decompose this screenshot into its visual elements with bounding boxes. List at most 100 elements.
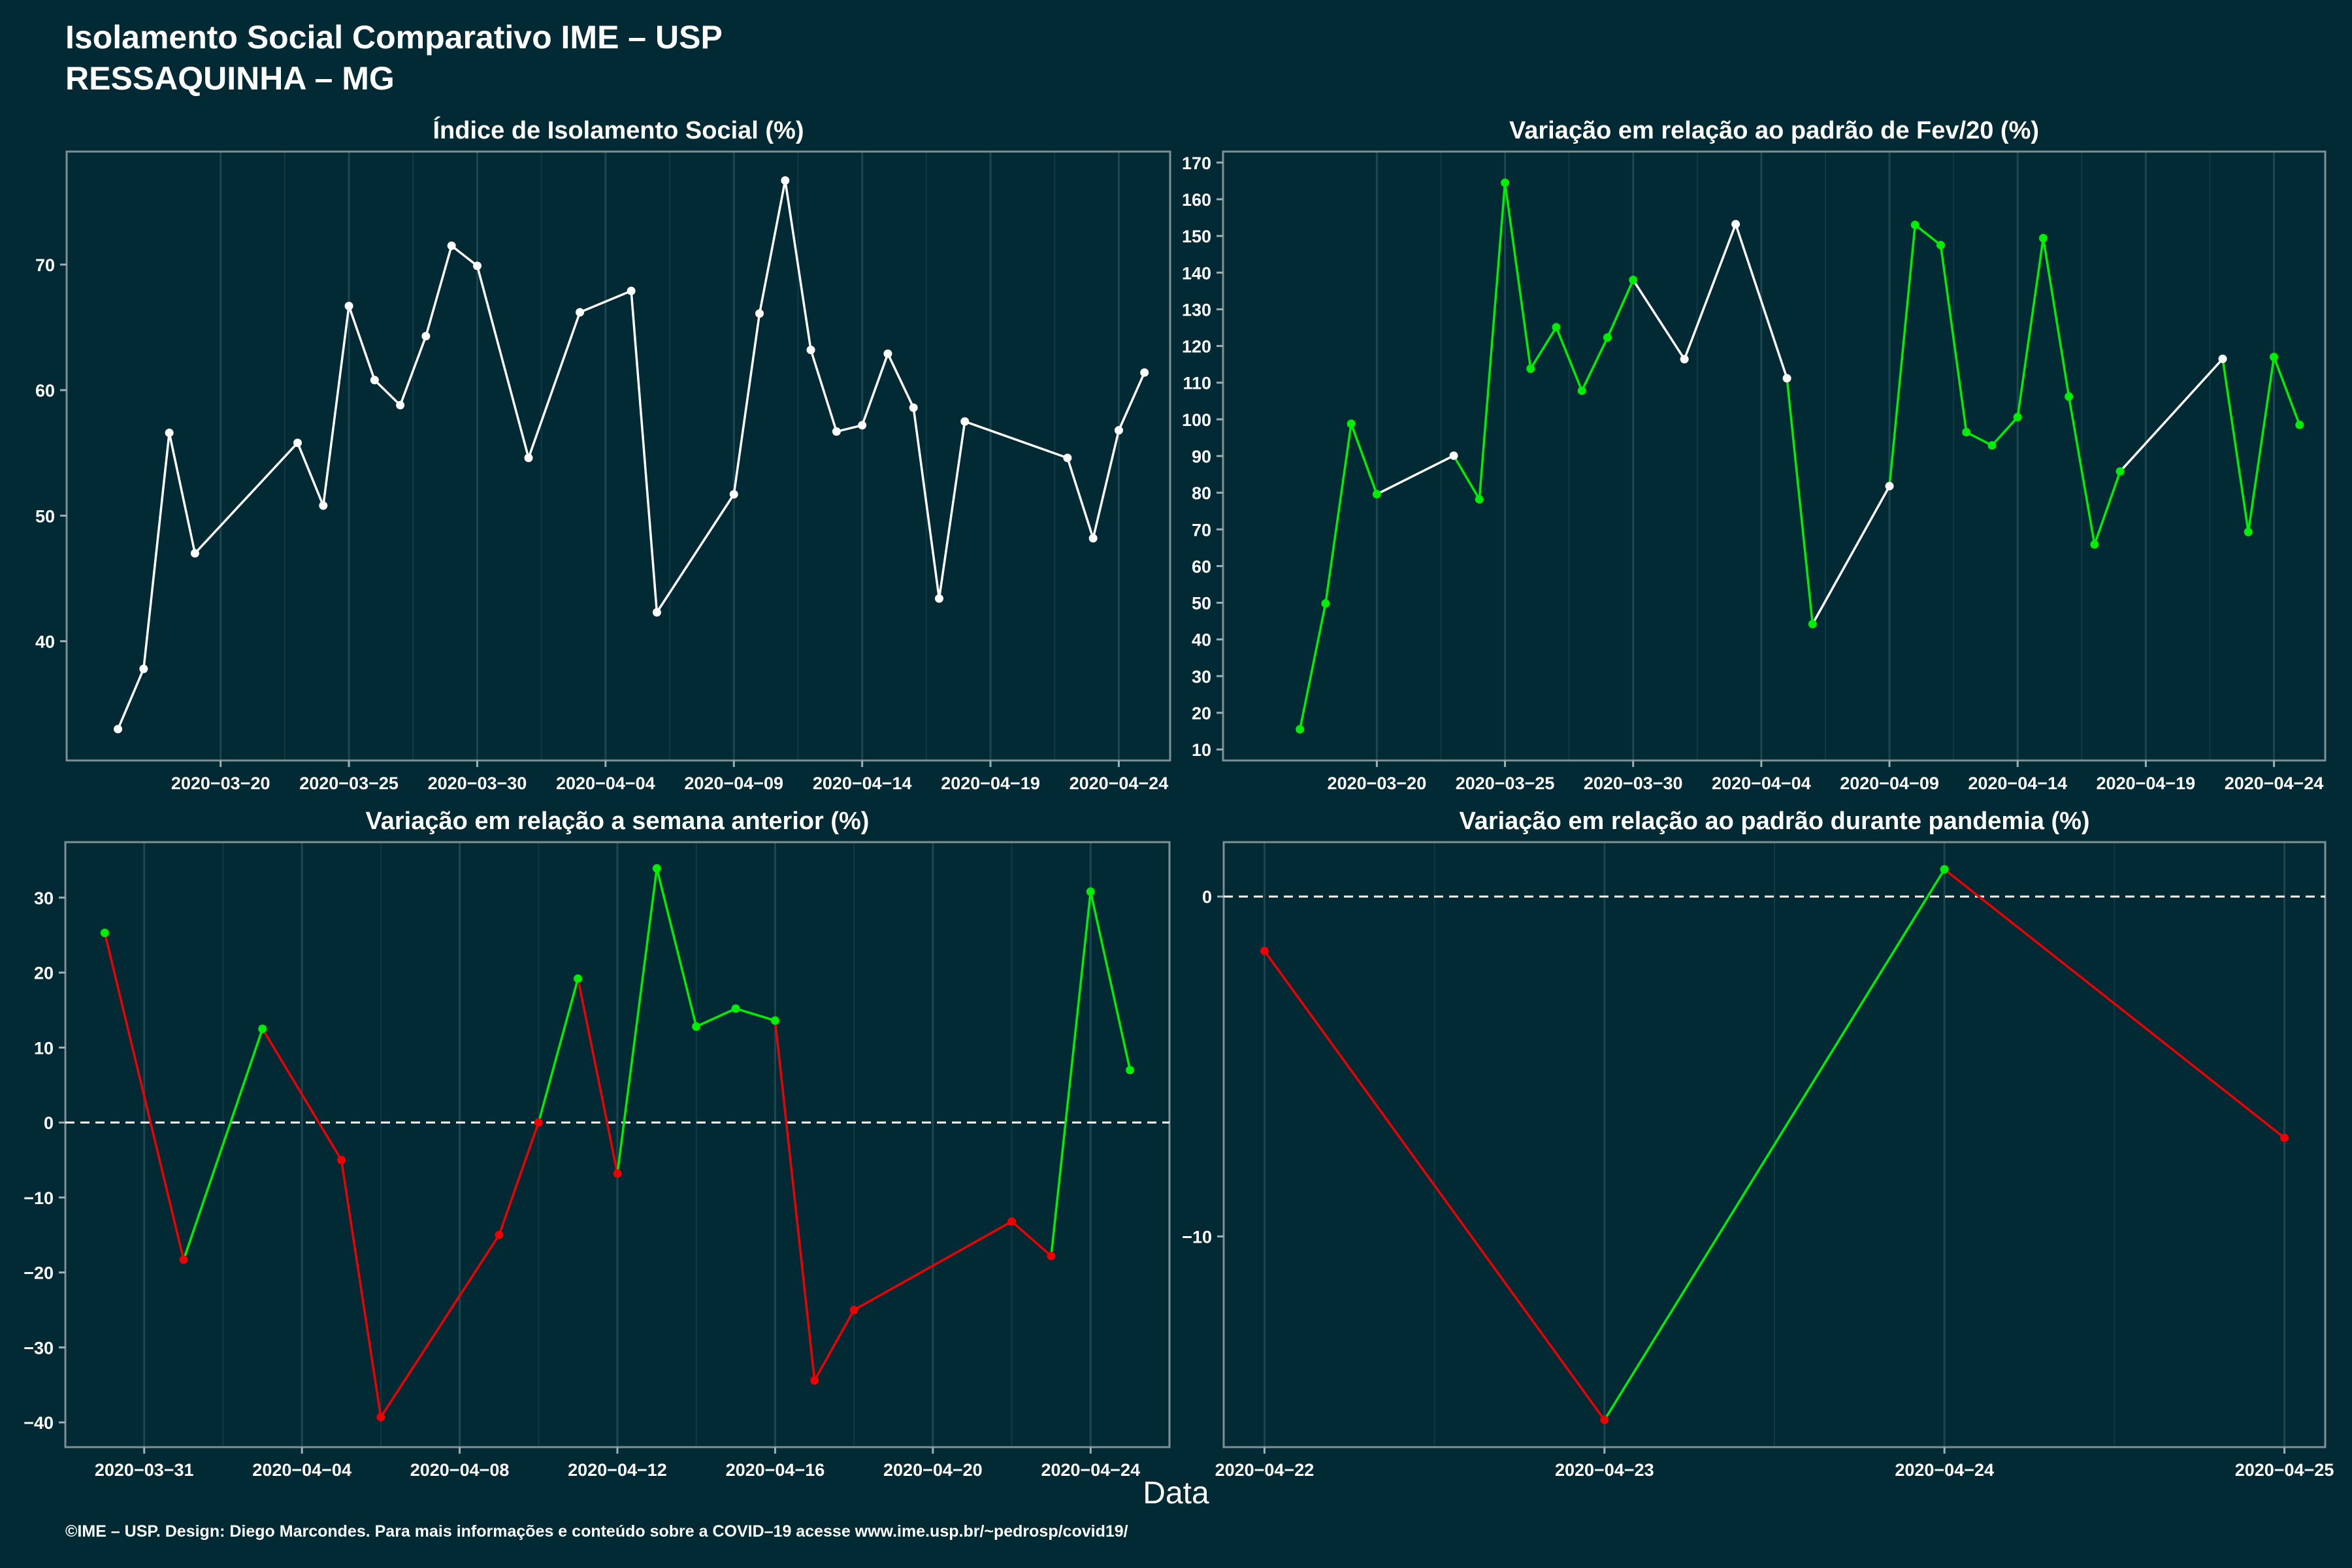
series-segment xyxy=(809,350,838,433)
chart-panel-2: Variação em relação ao padrão de Fev/20 … xyxy=(1182,117,2327,793)
data-point xyxy=(1782,374,1791,383)
series-segment xyxy=(813,1309,855,1381)
data-point xyxy=(139,664,148,674)
x-tick-label: 2020−04−04 xyxy=(1712,774,1811,793)
series-segment xyxy=(1452,455,1480,500)
data-point xyxy=(1126,1066,1135,1075)
series-segment xyxy=(1011,1220,1053,1257)
data-point xyxy=(1296,725,1305,734)
data-point xyxy=(337,1156,346,1165)
data-point xyxy=(179,1255,188,1264)
series-segment xyxy=(425,245,453,336)
data-point xyxy=(2065,392,2074,401)
series-segment xyxy=(2067,396,2096,545)
data-point xyxy=(495,1230,504,1239)
series-segment xyxy=(1580,336,1609,391)
data-point xyxy=(729,490,738,499)
series-segment xyxy=(1376,454,1454,495)
series-segment xyxy=(1606,279,1635,338)
data-point xyxy=(1552,323,1561,332)
y-tick-label: 60 xyxy=(35,381,55,400)
data-point xyxy=(1114,426,1123,435)
y-tick-label: −10 xyxy=(1182,1227,1212,1247)
data-point xyxy=(731,1004,740,1013)
data-point xyxy=(1088,534,1098,543)
series-segment xyxy=(758,180,787,314)
chart-panel-1: Índice de Isolamento Social (%) 40 50 60 70 2… xyxy=(35,116,1171,793)
data-point xyxy=(1940,865,1949,874)
x-tick-label: 2020−03−30 xyxy=(1584,774,1683,793)
footer-credits: ©IME – USP. Design: Diego Marcondes. Par… xyxy=(65,1522,1128,1541)
data-point xyxy=(574,974,583,983)
y-tick-label: −30 xyxy=(24,1338,54,1358)
data-point xyxy=(613,1169,622,1178)
x-tick-label: 2020−04−19 xyxy=(2097,774,2196,793)
chart-title: Variação em relação ao padrão de Fev/20 … xyxy=(1509,117,2039,144)
series-segment xyxy=(861,353,889,426)
series-segment xyxy=(1965,431,1993,447)
series-segment xyxy=(695,1007,736,1028)
x-tick-label: 2020−03−25 xyxy=(1456,774,1555,793)
data-point xyxy=(770,1016,779,1025)
data-point xyxy=(1449,451,1458,460)
x-tick-label: 2020−04−09 xyxy=(684,774,783,793)
x-axis-label: Data xyxy=(1143,1476,1209,1511)
panel-border xyxy=(65,150,1171,762)
series-segment xyxy=(2247,357,2276,532)
series-segment xyxy=(1298,603,1327,730)
data-point xyxy=(960,417,970,426)
x-tick-label: 2020−04−20 xyxy=(883,1460,983,1480)
series-segment xyxy=(1050,891,1092,1256)
y-tick-label: 110 xyxy=(1183,374,1211,393)
series-segment xyxy=(1632,279,1686,360)
series-segment xyxy=(1939,244,1968,433)
data-point xyxy=(832,427,841,436)
data-point xyxy=(100,928,109,938)
data-point xyxy=(447,241,456,250)
data-point xyxy=(1063,453,1072,463)
chart-title: Variação em relação ao padrão durante pa… xyxy=(1459,808,2089,835)
x-tick-label: 2020−04−08 xyxy=(410,1460,510,1480)
y-tick-label: 70 xyxy=(35,255,55,275)
data-point xyxy=(1808,619,1817,629)
data-point xyxy=(652,608,661,617)
data-point xyxy=(883,349,892,358)
y-tick-label: 50 xyxy=(35,506,55,526)
y-tick-label: 40 xyxy=(1192,630,1211,650)
series-segment xyxy=(1811,485,1891,625)
series-segment xyxy=(2119,358,2224,472)
series-segment xyxy=(1324,423,1352,604)
panel-border xyxy=(1222,841,2327,1448)
series-segment xyxy=(498,1122,540,1235)
chart-panel-3: Variação em relação a semana anterior (%… xyxy=(24,808,1171,1480)
series-segment xyxy=(194,442,299,555)
y-tick-label: 0 xyxy=(44,1113,54,1133)
series-segment xyxy=(476,265,530,459)
y-tick-label: 120 xyxy=(1182,337,1211,357)
y-tick-label: 10 xyxy=(1192,740,1211,760)
series-segment xyxy=(1944,868,2285,1139)
series-segment xyxy=(2221,358,2250,532)
x-tick-label: 2020−04−23 xyxy=(1555,1460,1654,1480)
series-segment xyxy=(630,291,659,613)
panel-border xyxy=(1222,150,2327,762)
x-tick-label: 2020−04−24 xyxy=(2225,774,2324,793)
series-segment xyxy=(1350,423,1379,495)
x-tick-label: 2020−04−24 xyxy=(1895,1460,1994,1480)
data-point xyxy=(472,261,482,270)
x-tick-label: 2020−04−04 xyxy=(556,774,655,793)
y-tick-label: 0 xyxy=(1202,887,1212,907)
series-segment xyxy=(1264,950,1606,1421)
data-point xyxy=(2038,234,2048,243)
y-tick-label: 130 xyxy=(1182,300,1211,319)
series-segment xyxy=(938,421,966,599)
y-tick-label: −10 xyxy=(24,1188,54,1208)
data-point xyxy=(2090,540,2099,549)
y-tick-label: 150 xyxy=(1182,227,1211,246)
data-point xyxy=(344,301,353,310)
series-segment xyxy=(655,868,698,1027)
x-tick-label: 2020−03−31 xyxy=(95,1460,194,1480)
data-point xyxy=(652,864,661,873)
series-segment xyxy=(774,1020,816,1381)
y-tick-label: −40 xyxy=(24,1413,54,1433)
